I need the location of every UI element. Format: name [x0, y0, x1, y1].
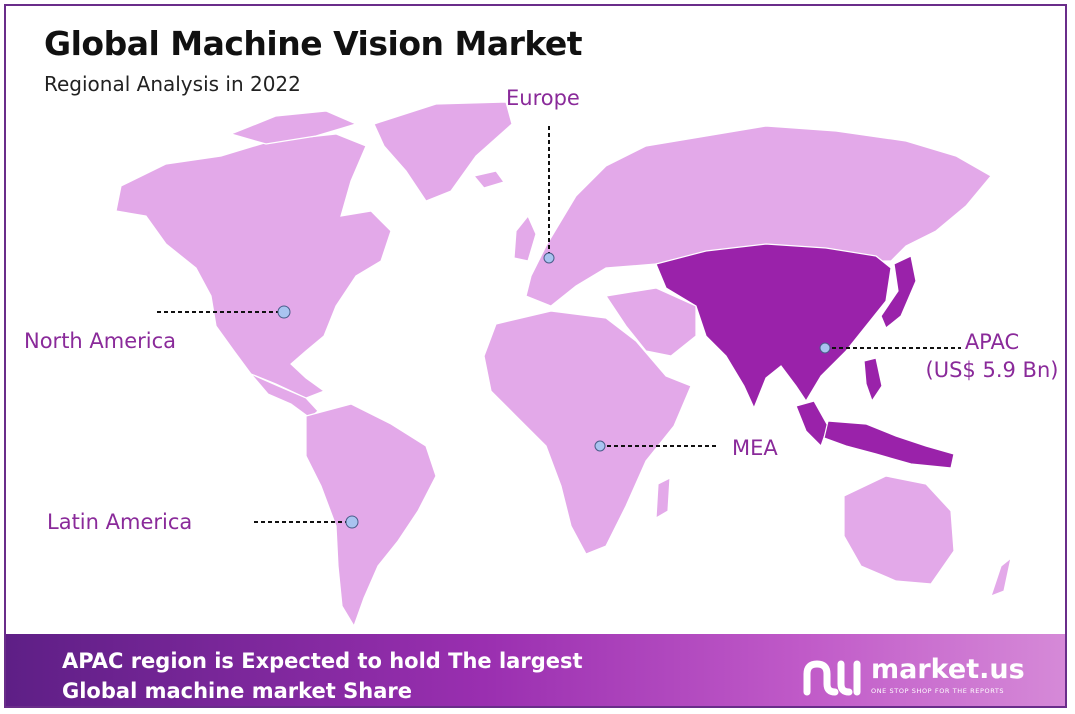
arctic-islands [229, 110, 358, 145]
page-title: Global Machine Vision Market [44, 24, 583, 63]
madagascar [655, 476, 671, 520]
philippines [863, 357, 883, 403]
banner-message: APAC region is Expected to hold The larg… [62, 646, 583, 706]
iceland [472, 170, 505, 189]
apac-marker [819, 342, 831, 354]
brand-name: market.us [871, 654, 1025, 685]
north-america-marker [277, 305, 291, 319]
australia-landmass [843, 475, 955, 585]
southeast-asia [795, 400, 829, 448]
footer-banner [6, 634, 1065, 706]
mea-label: MEA [732, 436, 778, 460]
apac-name: APAC [964, 330, 1020, 354]
latin-america-label: Latin America [47, 510, 193, 534]
mea-marker [594, 440, 606, 452]
page-subtitle: Regional Analysis in 2022 [44, 72, 301, 96]
middle-east [604, 287, 697, 357]
japan [880, 255, 917, 329]
apac-region [655, 243, 892, 410]
british-isles [513, 214, 537, 262]
africa-landmass [483, 310, 692, 555]
market-us-logo-icon [803, 660, 861, 696]
brand-logo: market.us ONE STOP SHOP FOR THE REPORTS [801, 654, 1046, 700]
north-america-landmass [115, 133, 392, 399]
greenland [373, 101, 513, 202]
europe-marker [543, 252, 555, 264]
south-america-landmass [305, 403, 437, 628]
apac-label: APAC (US$ 5.9 Bn) [916, 328, 1065, 384]
north-america-label: North America [24, 329, 177, 353]
europe-label: Europe [506, 86, 580, 110]
banner-line-2: Global machine market Share [62, 679, 412, 703]
new-zealand [990, 556, 1012, 598]
apac-value: (US$ 5.9 Bn) [925, 358, 1059, 382]
banner-line-1: APAC region is Expected to hold The larg… [62, 649, 583, 673]
infographic-frame: Global Machine Vision Market Regional An… [4, 4, 1067, 708]
world-map [115, 101, 1012, 628]
brand-tagline: ONE STOP SHOP FOR THE REPORTS [871, 687, 1005, 695]
indonesia [823, 420, 955, 469]
latin-america-marker [345, 515, 359, 529]
